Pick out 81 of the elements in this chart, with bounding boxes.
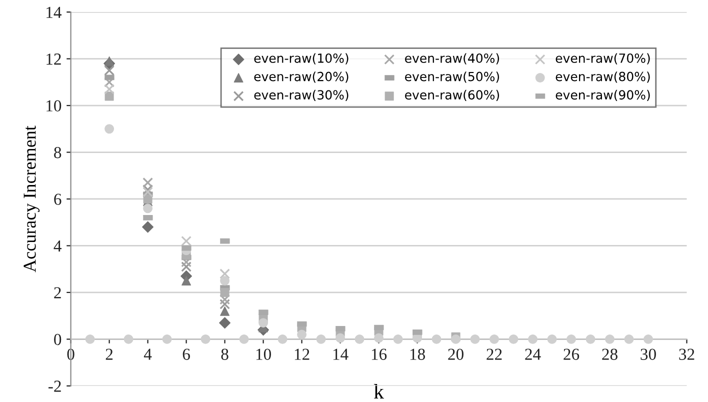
point <box>220 298 230 310</box>
x-tick-label: 18 <box>410 348 425 360</box>
legend-label: even-raw(90%) <box>556 90 650 102</box>
y-tick-label: 0 <box>54 334 62 346</box>
x-tick-label: 6 <box>182 348 190 360</box>
point <box>104 84 115 94</box>
point <box>181 262 192 272</box>
legend-label: even-raw(20%) <box>254 72 348 83</box>
point <box>374 333 384 343</box>
legend-label: even-raw(40%) <box>405 53 500 64</box>
point <box>220 288 230 297</box>
y-tick-label: 10 <box>46 100 62 112</box>
point <box>181 236 192 246</box>
x-tick-label: 8 <box>221 348 228 360</box>
point <box>336 333 346 343</box>
legend-label: even-raw(70%) <box>556 53 650 64</box>
point <box>85 334 95 344</box>
point <box>547 334 557 344</box>
point <box>624 334 634 344</box>
point <box>644 334 654 344</box>
y-tick-label: 8 <box>54 146 62 158</box>
y-tick-label: 2 <box>54 287 61 298</box>
y-tick-label: -2 <box>48 380 61 392</box>
point <box>143 204 153 214</box>
point <box>566 334 576 344</box>
point <box>200 334 210 344</box>
y-tick-label: 14 <box>46 6 62 18</box>
point <box>586 334 596 344</box>
point <box>432 334 442 344</box>
legend-label: even-raw(10%) <box>254 53 348 64</box>
point <box>393 334 403 344</box>
x-tick-label: 16 <box>372 348 387 360</box>
point <box>220 268 230 279</box>
point <box>219 317 231 329</box>
point <box>528 334 538 344</box>
point <box>220 294 230 305</box>
y-axis-title: Accuracy Increment <box>24 126 40 272</box>
point <box>490 334 500 344</box>
point <box>239 334 249 344</box>
point <box>297 330 307 340</box>
point <box>182 276 192 286</box>
point <box>278 334 288 344</box>
x-tick-label: 12 <box>294 348 310 360</box>
x-tick-label: 26 <box>564 348 580 360</box>
x-tick-label: 28 <box>602 348 618 360</box>
point <box>142 186 154 198</box>
x-tick-label: 0 <box>67 348 74 360</box>
point <box>142 221 154 233</box>
point <box>124 334 134 344</box>
point <box>451 334 461 344</box>
point <box>354 334 364 344</box>
point <box>220 276 230 286</box>
y-tick-label: 4 <box>54 240 62 252</box>
x-tick-label: 30 <box>640 348 656 360</box>
x-tick-label: 24 <box>525 348 541 360</box>
point <box>258 318 268 328</box>
point <box>470 334 480 344</box>
point <box>143 194 152 204</box>
point <box>104 56 114 66</box>
legend-label: even-raw(30%) <box>254 90 348 102</box>
legend-label: even-raw(60%) <box>405 90 500 102</box>
point <box>162 334 172 344</box>
point <box>605 334 615 344</box>
point <box>142 177 154 188</box>
x-axis-title: k <box>374 384 384 399</box>
point <box>104 124 114 134</box>
x-tick-label: 10 <box>256 348 271 360</box>
x-tick-label: 4 <box>144 348 152 360</box>
x-tick-label: 14 <box>333 348 348 360</box>
point <box>508 334 518 344</box>
legend-label: even-raw(50%) <box>405 72 500 83</box>
x-tick-label: 2 <box>106 348 113 360</box>
point <box>104 65 115 76</box>
x-tick-label: 22 <box>486 348 502 360</box>
point <box>220 306 230 316</box>
point <box>316 334 326 344</box>
x-tick-label: 32 <box>679 348 694 360</box>
x-tick-label: 20 <box>448 348 464 360</box>
y-tick-label: 12 <box>46 54 61 65</box>
legend-label: even-raw(80%) <box>556 72 650 83</box>
y-tick-label: 6 <box>54 194 62 205</box>
